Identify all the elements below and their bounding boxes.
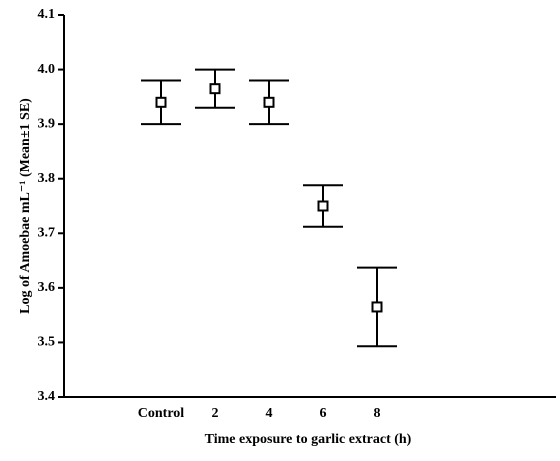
y-axis-label: Log of Amoebae mL⁻¹ (Mean±1 SE) [18,98,33,314]
y-tick-label: 3.7 [38,226,56,241]
x-tick-label: 2 [212,406,219,421]
marker [263,96,275,108]
x-tick-label: 8 [374,406,381,421]
x-tick-label: 6 [320,406,327,421]
x-axis-label: Time exposure to garlic extract (h) [205,432,412,447]
y-tick-label: 3.9 [38,116,56,131]
marker [317,200,329,212]
x-tick-label: 4 [266,406,273,421]
y-tick-label: 3.5 [38,335,56,350]
y-tick-label: 3.8 [38,171,56,186]
marker [209,83,221,95]
y-tick-label: 4.1 [38,7,56,22]
y-tick-label: 3.6 [38,280,56,295]
marker [155,96,167,108]
marker [371,301,383,313]
x-tick-label: Control [138,406,185,421]
y-tick-label: 3.4 [38,389,56,404]
y-tick-label: 4.0 [38,62,56,77]
